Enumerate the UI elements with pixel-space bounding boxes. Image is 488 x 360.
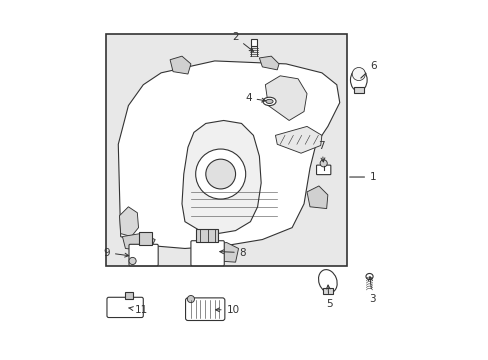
Text: 5: 5 [325, 285, 332, 309]
Polygon shape [122, 234, 155, 251]
Text: 2: 2 [231, 32, 253, 51]
Ellipse shape [263, 97, 276, 105]
Text: 10: 10 [215, 305, 239, 315]
Text: 6: 6 [360, 61, 377, 78]
Text: 11: 11 [128, 305, 147, 315]
Polygon shape [306, 186, 327, 208]
Bar [353, 87, 363, 93]
Text: 8: 8 [219, 248, 246, 258]
Circle shape [129, 257, 136, 265]
FancyBboxPatch shape [190, 241, 224, 266]
Circle shape [205, 159, 235, 189]
Bar [125, 292, 132, 299]
Text: 7: 7 [318, 141, 325, 162]
Ellipse shape [365, 274, 372, 279]
Ellipse shape [318, 270, 337, 293]
Bar [250, 39, 257, 46]
Ellipse shape [265, 99, 272, 103]
Bar [323, 288, 332, 294]
FancyBboxPatch shape [106, 34, 347, 266]
Polygon shape [275, 126, 321, 153]
Polygon shape [119, 207, 138, 237]
Text: 9: 9 [103, 248, 128, 258]
FancyBboxPatch shape [185, 298, 224, 320]
Polygon shape [182, 121, 261, 234]
Ellipse shape [350, 69, 366, 91]
Text: 4: 4 [244, 93, 265, 103]
FancyBboxPatch shape [129, 244, 158, 266]
Circle shape [320, 160, 326, 167]
Polygon shape [170, 56, 190, 74]
Bar [195, 229, 218, 242]
FancyBboxPatch shape [107, 297, 143, 318]
Text: 1: 1 [349, 172, 376, 182]
Circle shape [187, 296, 194, 303]
Bar [138, 233, 151, 246]
Text: 3: 3 [368, 277, 375, 304]
Polygon shape [265, 76, 306, 121]
Polygon shape [259, 56, 279, 70]
FancyBboxPatch shape [316, 165, 330, 175]
Circle shape [195, 149, 245, 199]
Polygon shape [118, 61, 339, 248]
Polygon shape [205, 243, 238, 262]
Ellipse shape [351, 67, 365, 81]
